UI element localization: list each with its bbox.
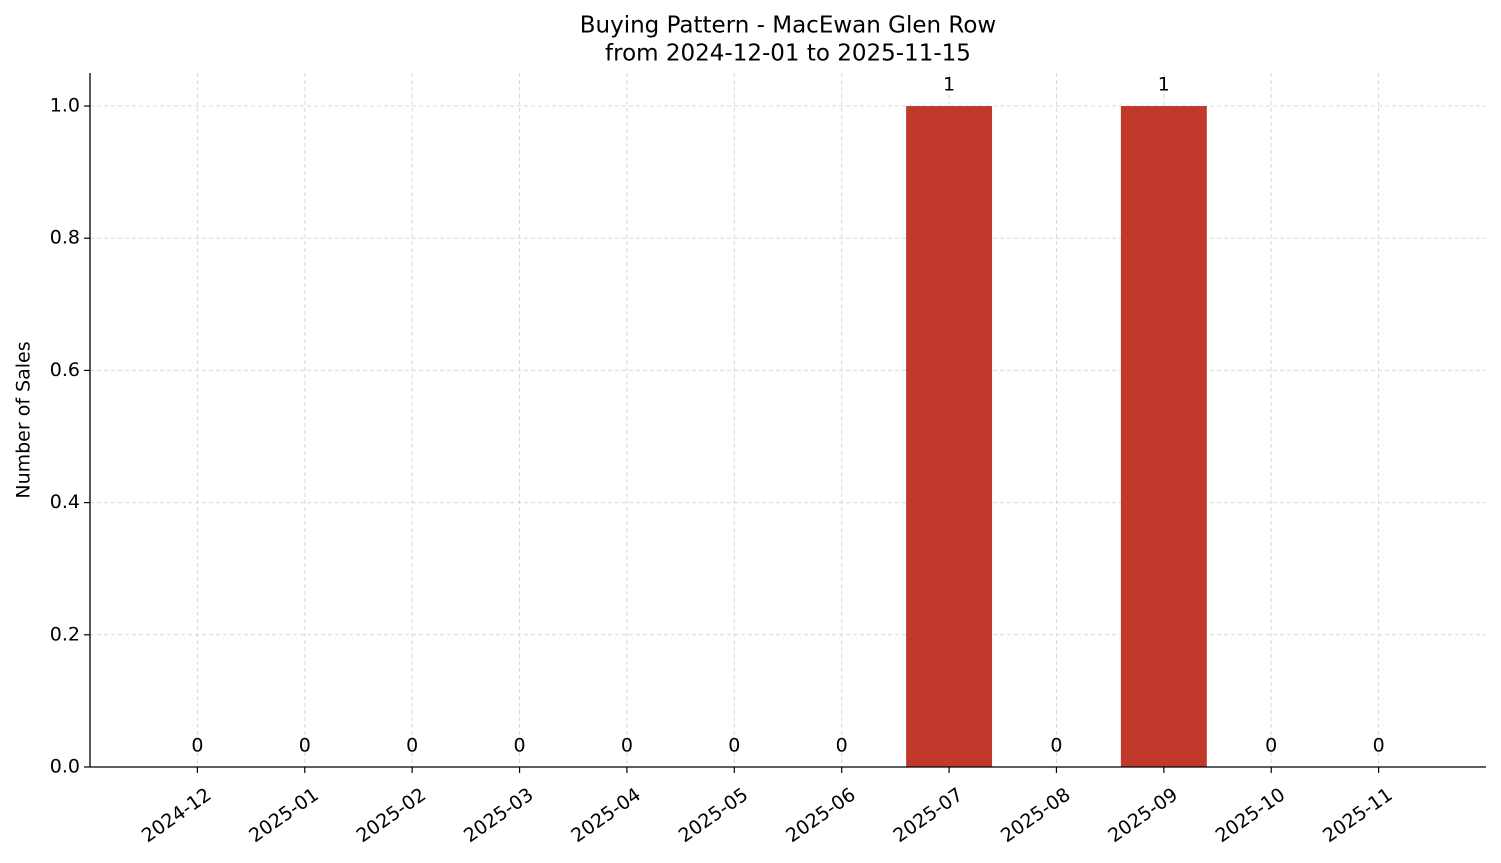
x-tick-label: 2025-04 (567, 784, 645, 848)
y-tick-label: 0.8 (50, 227, 80, 249)
y-tick-label: 0.6 (50, 359, 80, 381)
bar (906, 106, 993, 768)
x-tick-label: 2025-01 (245, 784, 323, 848)
x-tick-label: 2025-06 (782, 784, 860, 848)
value-label: 0 (728, 735, 740, 757)
value-label: 1 (1158, 74, 1170, 96)
value-label: 1 (943, 74, 955, 96)
x-tick-label: 2025-05 (675, 784, 753, 848)
y-tick-label: 0.4 (50, 491, 80, 513)
y-tick-label: 0.2 (50, 623, 80, 645)
value-label: 0 (1050, 735, 1062, 757)
value-label: 0 (1373, 735, 1385, 757)
value-label: 0 (513, 735, 525, 757)
value-label: 0 (299, 735, 311, 757)
x-tick-label: 2025-09 (1104, 784, 1182, 848)
y-tick-label: 1.0 (50, 95, 80, 117)
value-label: 0 (191, 735, 203, 757)
x-tick-label: 2025-03 (460, 784, 538, 848)
chart-title: Buying Pattern - MacEwan Glen Row (580, 13, 997, 39)
bar (1120, 106, 1207, 768)
y-tick-label: 0.0 (50, 756, 80, 778)
x-tick-label: 2025-10 (1212, 784, 1290, 848)
x-tick-label: 2024-12 (138, 784, 216, 848)
value-label: 0 (621, 735, 633, 757)
value-label: 0 (1265, 735, 1277, 757)
x-tick-label: 2025-08 (997, 784, 1075, 848)
value-label: 0 (406, 735, 418, 757)
x-tick-label: 2025-02 (353, 784, 431, 848)
x-tick-label: 2025-07 (889, 784, 967, 848)
value-label: 0 (836, 735, 848, 757)
x-tick-label: 2025-11 (1319, 784, 1397, 848)
y-axis-label: Number of Sales (13, 341, 35, 498)
chart-subtitle: from 2024-12-01 to 2025-11-15 (605, 41, 971, 67)
